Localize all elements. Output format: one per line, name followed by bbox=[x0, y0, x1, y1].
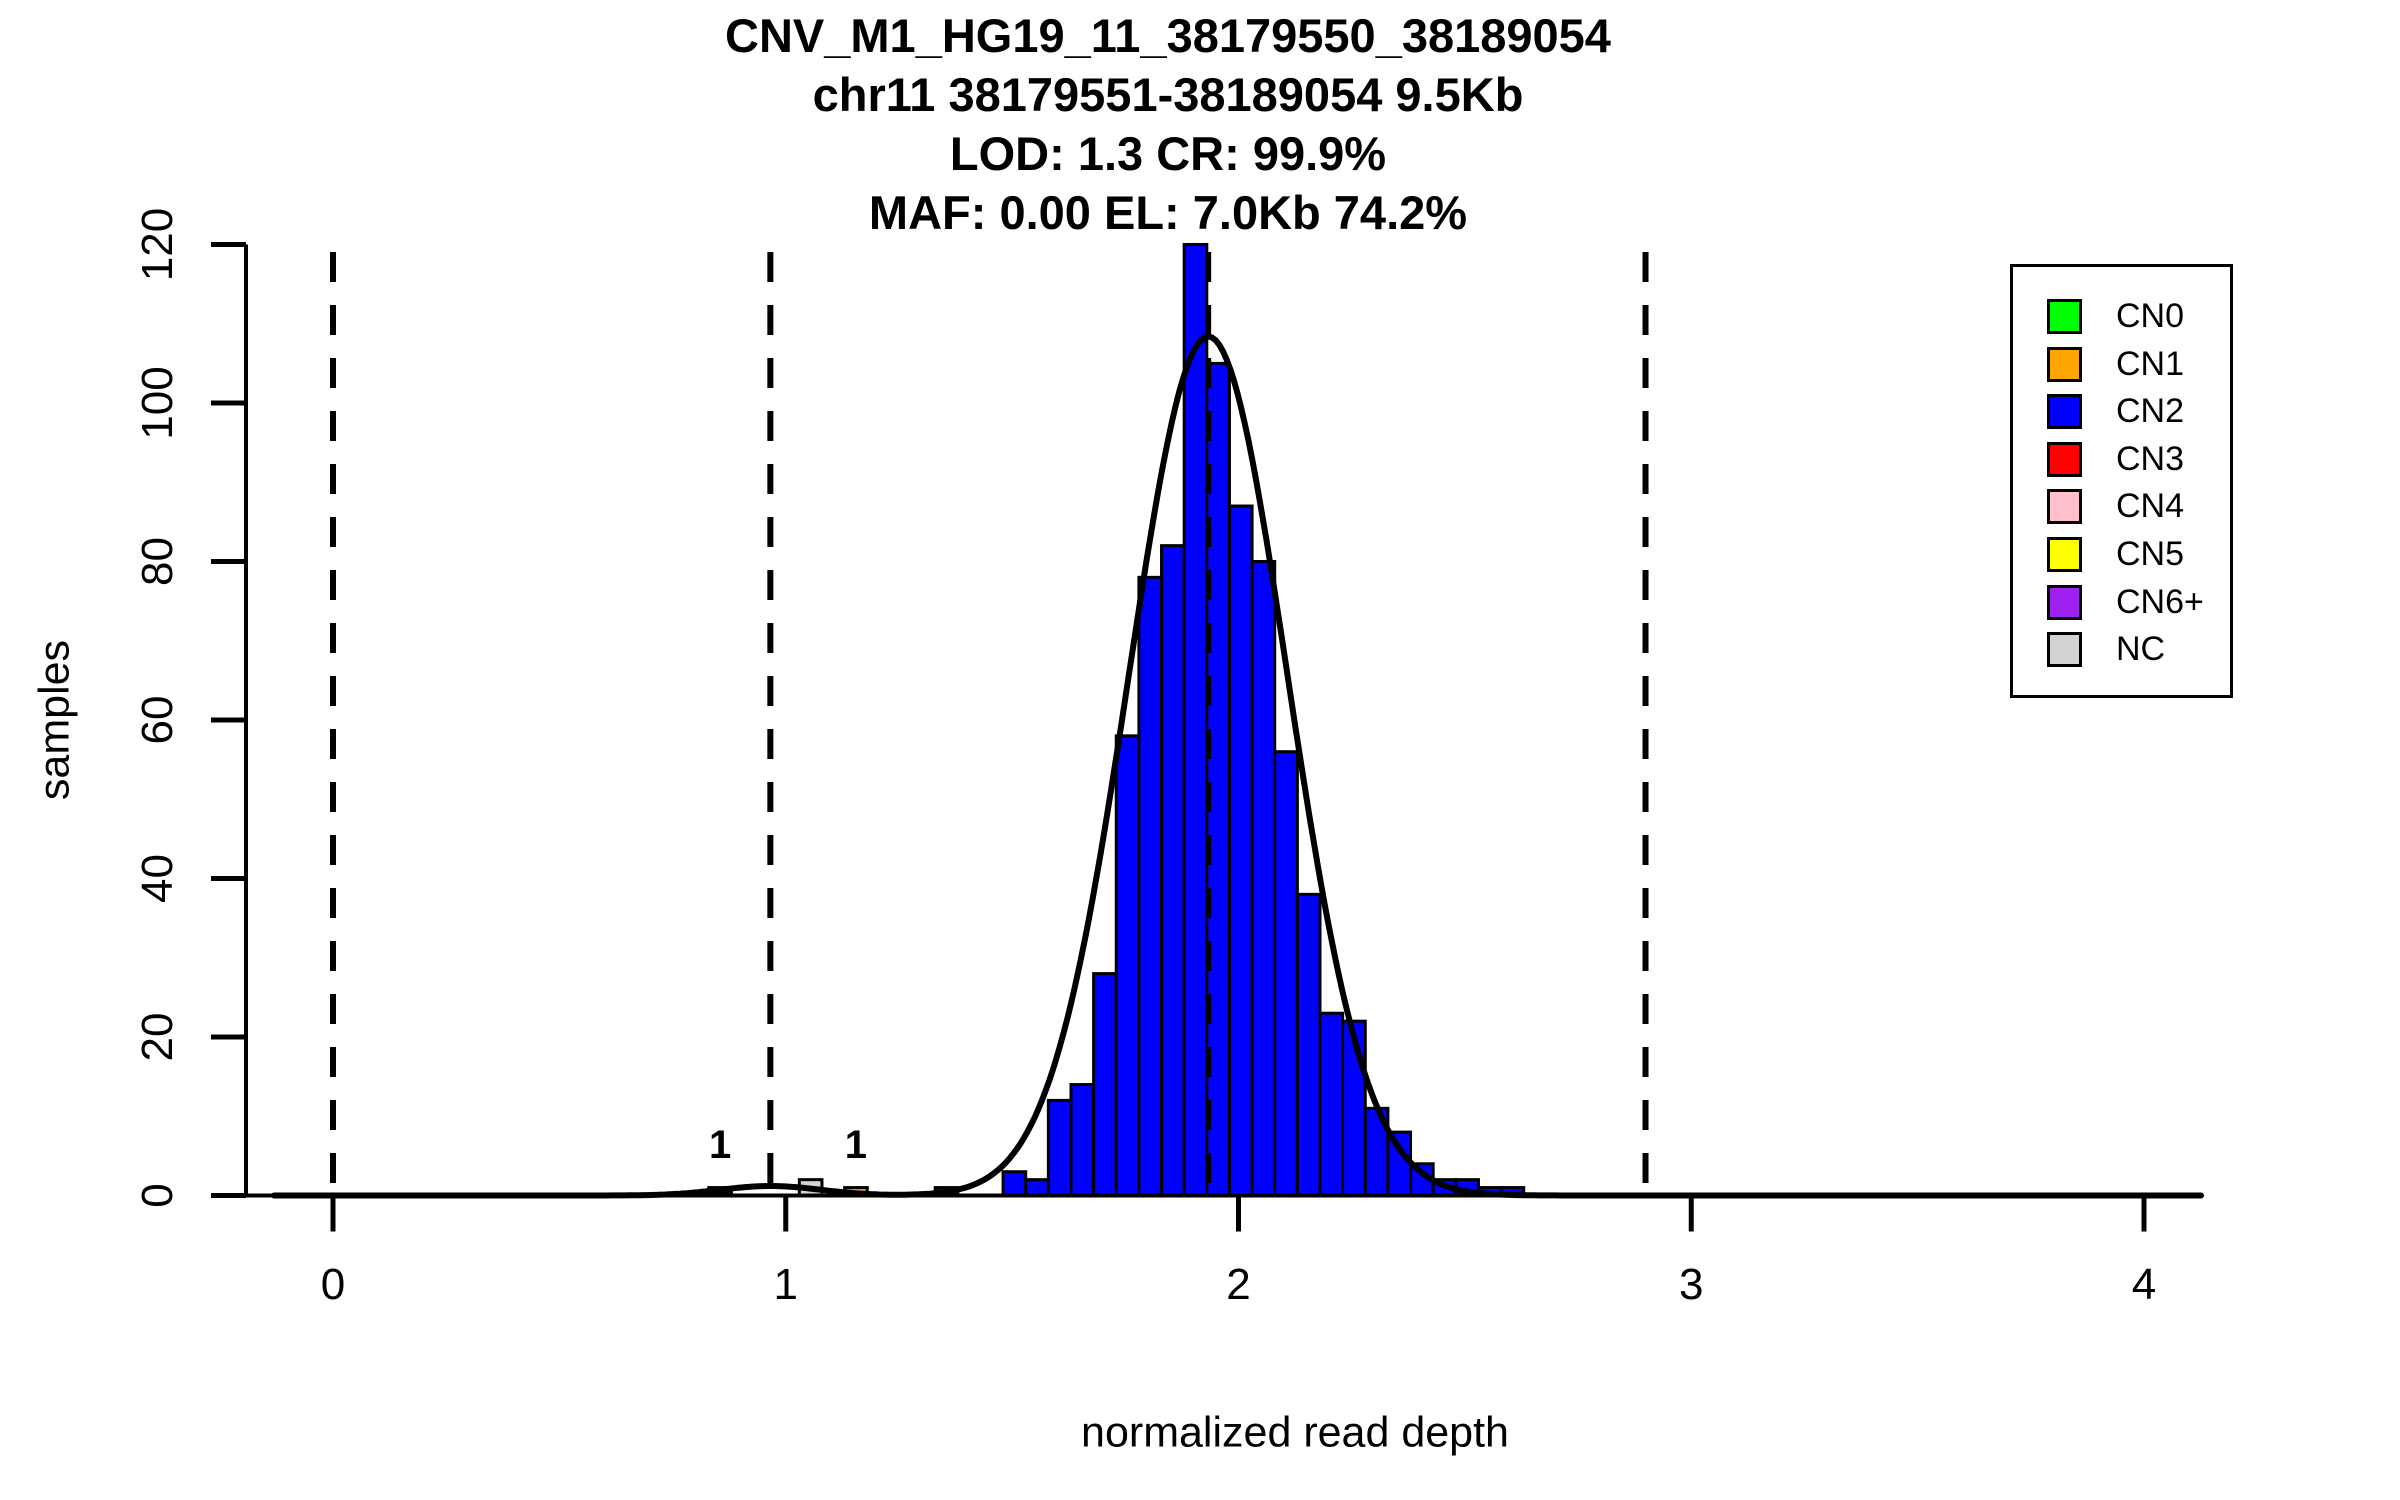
legend-swatch-cn1 bbox=[2047, 346, 2082, 382]
y-axis-tick-label: 20 bbox=[133, 1013, 182, 1062]
legend-swatch-cn3 bbox=[2047, 441, 2082, 477]
legend-label: CN1 bbox=[2116, 344, 2185, 383]
histogram-bar bbox=[1227, 504, 1254, 1197]
histogram-bar bbox=[1160, 544, 1186, 1197]
y-axis-tick-label: 120 bbox=[133, 208, 182, 281]
y-axis-tick-label: 0 bbox=[133, 1183, 182, 1207]
y-axis-tick-label: 100 bbox=[133, 366, 182, 439]
histogram-bar bbox=[1250, 560, 1277, 1197]
legend-label: CN5 bbox=[2116, 535, 2185, 573]
plot-title-locus: chr11 38179551-38189054 9.5Kb bbox=[812, 68, 1524, 121]
legend-swatch-nc bbox=[2047, 632, 2082, 668]
legend-label: NC bbox=[2116, 630, 2166, 669]
histogram-bar bbox=[1182, 243, 1209, 1197]
x-axis-title: normalized read depth bbox=[1081, 1408, 1509, 1457]
legend-label: CN3 bbox=[2116, 439, 2185, 478]
plot-title-lod-cr: LOD: 1.3 CR: 99.9% bbox=[949, 127, 1387, 180]
x-axis-tick-label: 2 bbox=[1226, 1260, 1250, 1309]
y-axis-tick-label: 80 bbox=[133, 537, 182, 586]
legend-label: CN6+ bbox=[2116, 582, 2204, 621]
legend-swatch-cn5 bbox=[2047, 537, 2082, 572]
histogram-bar bbox=[1092, 972, 1118, 1197]
histogram-bar bbox=[1024, 1178, 1050, 1198]
legend: CN0 CN1 CN2 CN3 CN4 CN5 CN6+ NC bbox=[2010, 264, 2233, 698]
plot-title-maf-el: MAF: 0.00 EL: 7.0Kb 74.2% bbox=[868, 186, 1468, 239]
histogram-bar bbox=[1273, 750, 1299, 1197]
y-axis-tick-label: 60 bbox=[133, 696, 182, 745]
x-axis-tick-label: 4 bbox=[2132, 1260, 2156, 1309]
histogram-bar bbox=[1001, 1170, 1028, 1197]
histogram-bar bbox=[1069, 1083, 1096, 1198]
y-axis-tick-label: 40 bbox=[133, 854, 182, 903]
histogram-bar bbox=[1295, 892, 1322, 1197]
histogram-bar bbox=[1114, 734, 1141, 1197]
bar-count-annotation: 1 bbox=[708, 1123, 732, 1167]
bar-count-annotation: 1 bbox=[844, 1123, 868, 1167]
plot-title-id: CNV_M1_HG19_11_38179550_38189054 bbox=[725, 9, 1611, 62]
histogram-bar bbox=[1046, 1098, 1073, 1198]
legend-label: CN4 bbox=[2116, 487, 2185, 526]
legend-swatch-cn0 bbox=[2047, 299, 2082, 334]
legend-swatch-cn6plus bbox=[2047, 584, 2082, 620]
y-axis-title: samples bbox=[30, 639, 79, 801]
x-axis-tick-label: 0 bbox=[321, 1260, 345, 1309]
histogram-bar bbox=[1137, 575, 1164, 1197]
x-axis-tick-label: 1 bbox=[774, 1260, 798, 1309]
legend-label: CN0 bbox=[2116, 297, 2185, 335]
x-axis-tick-label: 3 bbox=[1679, 1260, 1703, 1309]
legend-label: CN2 bbox=[2116, 392, 2185, 431]
legend-swatch-cn4 bbox=[2047, 489, 2082, 525]
legend-swatch-cn2 bbox=[2047, 394, 2082, 430]
histogram-bar bbox=[1318, 1011, 1345, 1197]
